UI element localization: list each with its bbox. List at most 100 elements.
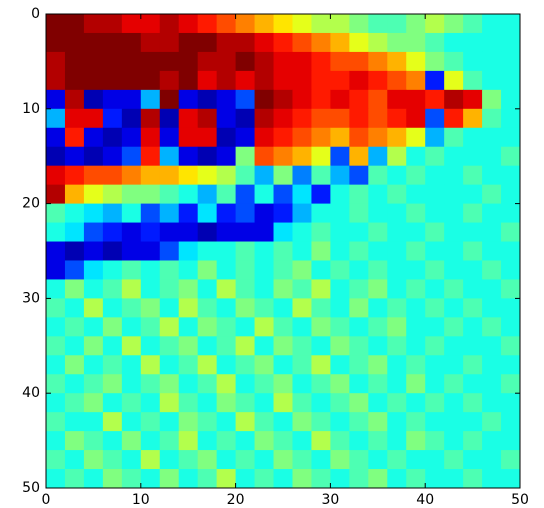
cell	[387, 336, 407, 356]
cell	[387, 70, 407, 91]
cell	[387, 14, 407, 34]
cell	[140, 374, 161, 394]
cell	[46, 279, 66, 299]
cell	[311, 165, 331, 186]
cell	[501, 32, 521, 53]
cell	[425, 203, 445, 224]
cell	[235, 165, 256, 186]
cell	[102, 298, 123, 318]
cell	[197, 32, 218, 53]
cell	[311, 51, 331, 72]
cell	[292, 165, 312, 186]
cell	[46, 222, 66, 243]
cell	[273, 450, 293, 470]
cell	[444, 70, 464, 91]
cell	[216, 431, 237, 451]
cell	[121, 222, 142, 243]
cell	[140, 51, 161, 72]
cell	[463, 469, 483, 489]
cell	[501, 127, 521, 148]
cell	[159, 32, 180, 53]
cell	[254, 241, 275, 261]
cell	[387, 146, 407, 167]
cell	[387, 108, 407, 129]
cell	[406, 469, 426, 489]
cell	[292, 14, 312, 34]
cell	[64, 412, 85, 432]
cell	[292, 127, 312, 148]
cell	[140, 393, 161, 413]
cell	[330, 70, 350, 91]
cell	[368, 279, 388, 299]
cell	[254, 317, 275, 337]
cell	[216, 70, 237, 91]
cell	[406, 51, 426, 72]
cell	[235, 127, 256, 148]
cell	[444, 14, 464, 34]
cell	[387, 279, 407, 299]
cell	[102, 14, 123, 34]
cell	[216, 374, 237, 394]
cell	[292, 393, 312, 413]
cell	[368, 89, 388, 110]
cell	[159, 146, 180, 167]
cell	[425, 241, 445, 261]
y-tick-label: 10	[22, 101, 40, 117]
cell	[178, 51, 199, 72]
cell	[46, 336, 66, 356]
cell	[216, 279, 237, 299]
cell	[273, 374, 293, 394]
cell	[444, 374, 464, 394]
cell	[482, 469, 502, 489]
cell	[178, 241, 199, 261]
cell	[330, 393, 350, 413]
cell	[311, 469, 331, 489]
cell	[463, 184, 483, 205]
cell	[140, 298, 161, 318]
cell	[197, 146, 218, 167]
cell	[254, 412, 275, 432]
cell	[46, 298, 66, 318]
cell	[463, 127, 483, 148]
cell	[501, 146, 521, 167]
cell	[159, 355, 180, 375]
cell	[46, 260, 66, 280]
cell	[387, 374, 407, 394]
cell	[501, 393, 521, 413]
cell	[501, 317, 521, 337]
cell	[64, 374, 85, 394]
cell	[140, 469, 161, 489]
cell	[425, 393, 445, 413]
cell	[330, 108, 350, 129]
cell	[254, 184, 275, 205]
cell	[64, 222, 85, 243]
cell	[292, 32, 312, 53]
cell	[349, 146, 369, 167]
cell	[216, 165, 237, 186]
cell	[330, 260, 350, 280]
cell	[273, 222, 293, 243]
cell	[216, 108, 237, 129]
cell	[159, 165, 180, 186]
cell	[83, 317, 104, 337]
cell	[349, 374, 369, 394]
cell	[349, 431, 369, 451]
image	[46, 14, 521, 489]
cell	[216, 260, 237, 280]
cell	[197, 14, 218, 34]
cell	[425, 279, 445, 299]
cell	[463, 450, 483, 470]
cell	[425, 298, 445, 318]
cell	[121, 241, 142, 261]
cell	[463, 241, 483, 261]
cell	[425, 70, 445, 91]
cell	[46, 317, 66, 337]
cell	[178, 89, 199, 110]
cell	[444, 32, 464, 53]
cell	[64, 32, 85, 53]
cell	[425, 32, 445, 53]
cell	[159, 51, 180, 72]
cell	[159, 241, 180, 261]
cell	[197, 222, 218, 243]
cell	[102, 165, 123, 186]
